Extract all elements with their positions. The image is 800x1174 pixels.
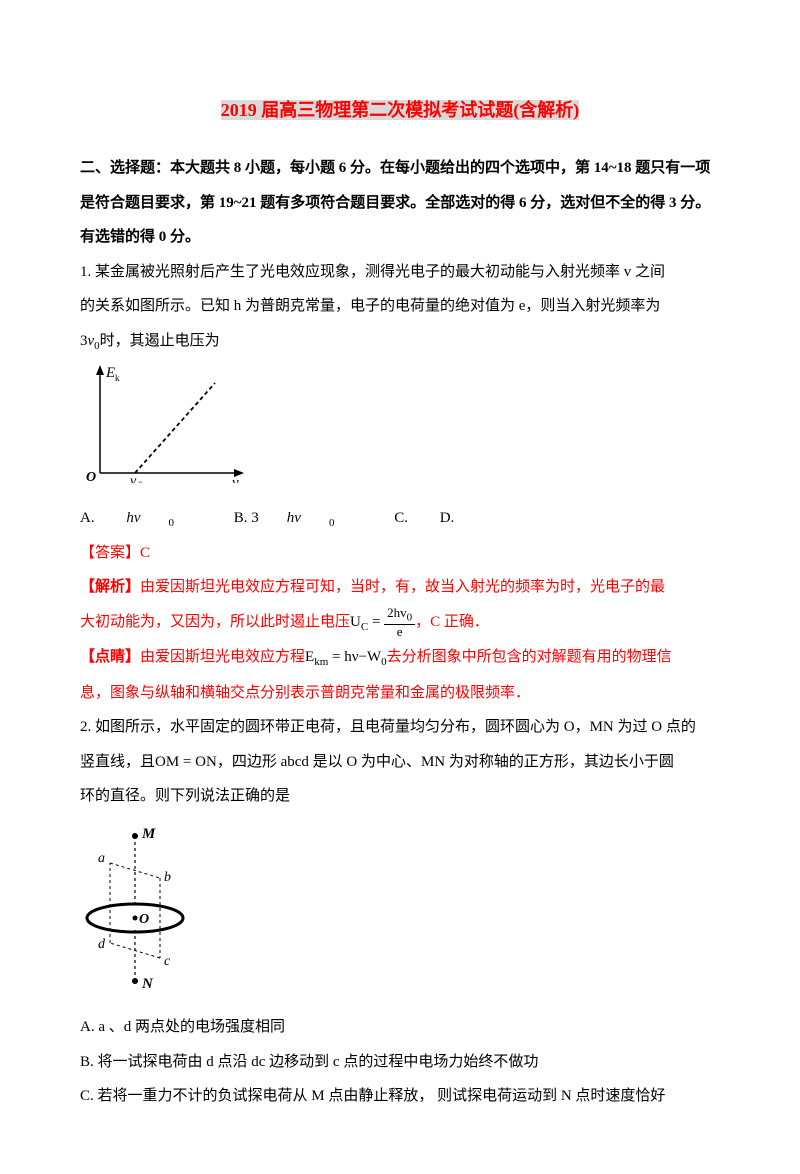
q1-options: A. hv0 B. 3hv0 C. D. (80, 501, 720, 536)
q2-option-c: C. 若将一重力不计的负试探电荷从 M 点由静止释放， 则试探电荷运动到 N 点… (80, 1079, 720, 1114)
svg-text:b: b (164, 870, 171, 885)
title-year: 2019 (221, 100, 257, 120)
q2-stem-line1: 2. 如图所示，水平固定的圆环带正电荷，且电荷量均匀分布，圆环圆心为 O，MN … (80, 710, 720, 745)
svg-text:N: N (141, 976, 154, 992)
q2-option-b: B. 将一试探电荷由 d 点沿 dc 边移动到 c 点的过程中电场力始终不做功 (80, 1045, 720, 1080)
q1-sol-l2a: 大初动能为，又因为，所以此时遏止电压 (80, 614, 350, 630)
q2-stem-eq: OM = ON (155, 754, 217, 770)
q1-chart: E k O ν 0 ν (80, 363, 720, 497)
q2-option-a: A. a 、d 两点处的电场强度相同 (80, 1010, 720, 1045)
svg-text:0: 0 (138, 480, 143, 483)
q1-option-b: B. 3hv0 (234, 510, 363, 526)
q2-diagram: M N O a b c d (80, 818, 720, 1007)
svg-text:ν: ν (232, 475, 239, 483)
q1-tip-equation: Ekm = hν−W0 (305, 649, 387, 665)
q2-stem-l2b: ，四边形 abcd 是以 O 为中心、MN 为对称轴的正方形，其边长小于圆 (217, 754, 674, 770)
svg-text:M: M (141, 826, 156, 842)
q1-tip-line1: 【点睛】由爱因斯坦光电效应方程Ekm = hν−W0去分析图象中所包含的对解题有… (80, 640, 720, 675)
q1-answer: 【答案】C (80, 536, 720, 571)
q1-solution-line1: 【解析】由爱因斯坦光电效应方程可知，当时，有，故当入射光的频率为时，光电子的最 (80, 570, 720, 605)
title-rest: 届高三物理第二次模拟考试试题(含解析) (257, 100, 580, 120)
svg-text:E: E (105, 365, 115, 381)
svg-text:a: a (98, 851, 105, 866)
svg-text:ν: ν (130, 474, 137, 483)
svg-text:O: O (139, 912, 149, 927)
solution-label: 【解析】 (80, 579, 140, 595)
q2-stem-l2a: 竖直线，且 (80, 754, 155, 770)
q1-sol-l2b: ，C 正确． (415, 614, 489, 630)
q1-stem-line1: 1. 某金属被光照射后产生了光电效应现象，测得光电子的最大初动能与入射光频率 v… (80, 255, 720, 290)
svg-text:c: c (164, 954, 171, 969)
q1-tip-l1b: 去分析图象中所包含的对解题有用的物理信 (387, 649, 672, 665)
q1-stem-3c: 时，其遏止电压为 (100, 333, 220, 349)
q2-stem-line3: 环的直径。则下列说法正确的是 (80, 779, 720, 814)
q1-tip-line2: 息，图象与纵轴和横轴交点分别表示普朗克常量和金属的极限频率． (80, 676, 720, 711)
page-title: 2019 届高三物理第二次模拟考试试题(含解析) (80, 90, 720, 131)
exam-page: 2019 届高三物理第二次模拟考试试题(含解析) 二、选择题：本大题共 8 小题… (0, 0, 800, 1174)
q1-option-a: A. hv0 (80, 510, 202, 526)
q2-stem-line2: 竖直线，且OM = ON，四边形 abcd 是以 O 为中心、MN 为对称轴的正… (80, 745, 720, 780)
svg-text:d: d (98, 937, 106, 952)
ek-nu-graph: E k O ν 0 ν (80, 363, 250, 483)
answer-label: 【答案】 (80, 545, 140, 561)
q1-option-d: D. (440, 510, 455, 526)
svg-text:k: k (115, 373, 120, 383)
q1-sol-l1: 由爱因斯坦光电效应方程可知，当时，有，故当入射光的频率为时，光电子的最 (140, 579, 665, 595)
answer-value: C (140, 545, 150, 561)
svg-text:O: O (86, 470, 96, 483)
q1-stem-line3: 3v0时，其遏止电压为 (80, 324, 720, 359)
tip-label: 【点睛】 (80, 649, 140, 665)
q1-stem-3a: 3 (80, 333, 88, 349)
q1-solution-line2: 大初动能为，又因为，所以此时遏止电压UC = 2hv0e，C 正确． (80, 605, 720, 640)
q1-tip-l1a: 由爱因斯坦光电效应方程 (140, 649, 305, 665)
q1-sol-equation: UC = 2hv0e (350, 614, 415, 630)
section-instructions: 二、选择题：本大题共 8 小题，每小题 6 分。在每小题给出的四个选项中，第 1… (80, 151, 720, 255)
q1-stem-line2: 的关系如图所示。已知 h 为普朗克常量，电子的电荷量的绝对值为 e，则当入射光频… (80, 289, 720, 324)
q1-option-c: C. (394, 510, 412, 526)
ring-charge-diagram: M N O a b c d (80, 818, 200, 993)
